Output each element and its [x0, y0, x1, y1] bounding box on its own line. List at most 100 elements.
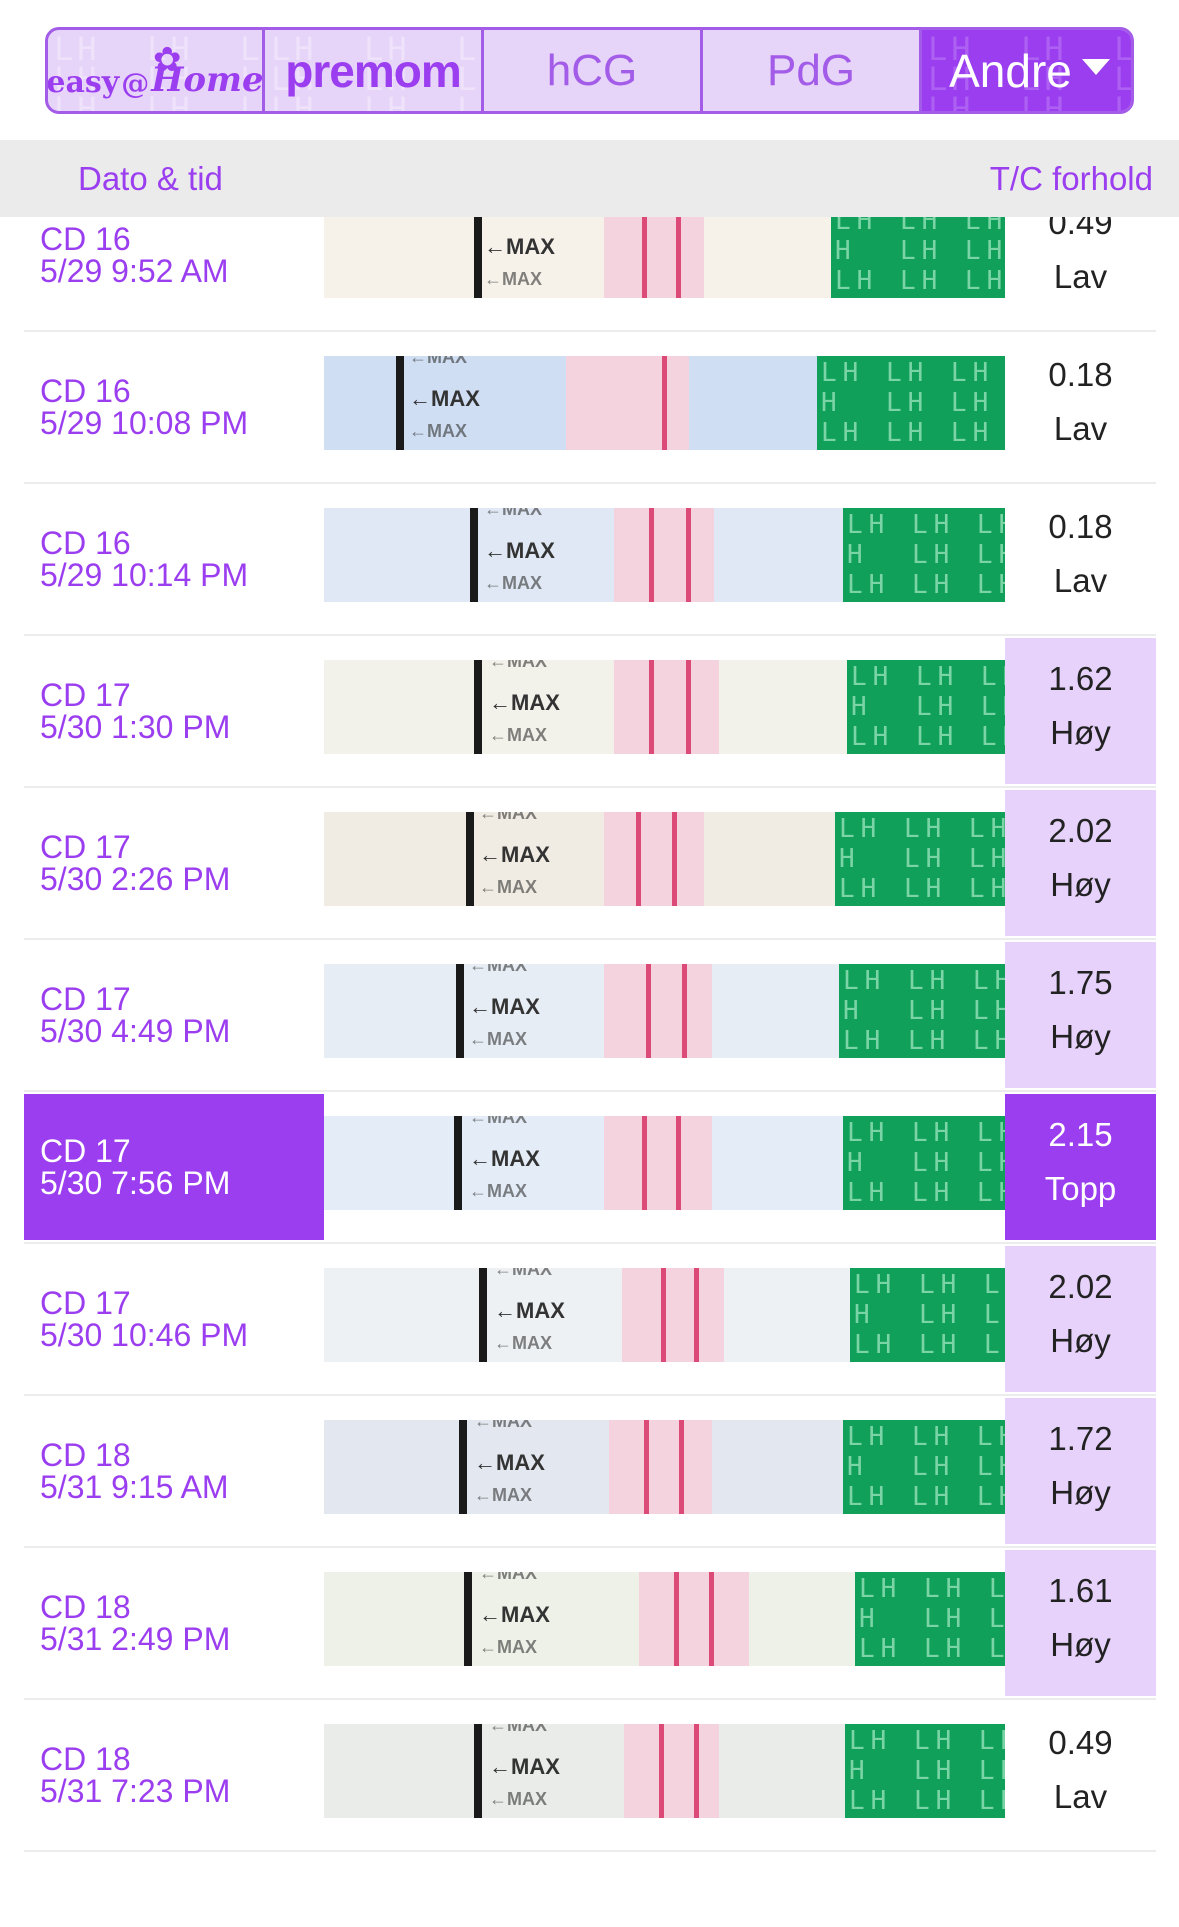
strip-max-marker: ←MAX	[494, 1268, 552, 1279]
lh-test-strip-image[interactable]: ←MAX ←MAX ←MAX LH LH LH LH H LH LH LH LH LH…	[324, 1268, 1005, 1362]
lh-pattern: LH LH LH LH H LH LH LH LH LH LH LH	[821, 358, 995, 448]
strip-max-marker: ←MAX	[484, 538, 555, 563]
tc-ratio-result: 2.02 Høy	[1005, 790, 1156, 936]
strip-test-line	[674, 1572, 679, 1666]
list-item[interactable]: CD 165/29 10:08 PM ←MAX ←MAX ←MAX LH LH LH L…	[24, 334, 1156, 484]
lh-test-strip-image[interactable]: ←MAX ←MAX ←MAX LH LH LH LH H LH LH LH LH LH…	[324, 217, 1005, 298]
lh-test-strip-image[interactable]: ←MAX ←MAX ←MAX LH LH LH LH H LH LH LH LH LH…	[324, 1572, 1005, 1666]
tab-pdg[interactable]: PdG	[703, 30, 922, 111]
strip-lh-handle: LH LH LH LH H LH LH LH LH LH LH LH	[839, 964, 1005, 1058]
strip-max-marker: ←MAX	[469, 994, 540, 1019]
test-type-tabbar: LH LH LH LH LH LH LH LH LH ✿ easy@Home L…	[45, 27, 1134, 114]
strip-max-marker: ←MAX	[489, 660, 547, 671]
strip-max-bar	[464, 1572, 472, 1666]
premom-logo: premom	[285, 44, 461, 97]
lh-test-strip-image[interactable]: ←MAX ←MAX ←MAX LH LH LH LH H LH LH LH LH LH…	[324, 1724, 1005, 1818]
strip-max-marker: ←MAX	[484, 573, 542, 593]
tc-ratio-value: 1.61	[1048, 1572, 1113, 1609]
tc-ratio-value: 0.49	[1048, 217, 1113, 241]
cycle-day-label: CD 17	[40, 981, 131, 1017]
strip-test-line	[646, 964, 651, 1058]
strip-lh-handle: LH LH LH LH H LH LH LH LH LH LH LH	[843, 508, 1005, 602]
flower-logo-icon: ✿	[153, 41, 182, 79]
strip-max-marker: ←MAX	[484, 234, 555, 259]
tc-ratio-result: 2.15 Topp	[1005, 1094, 1156, 1240]
lh-test-strip-image[interactable]: ←MAX ←MAX ←MAX LH LH LH LH H LH LH LH LH LH…	[324, 964, 1005, 1058]
strip-max-bar	[459, 1420, 467, 1514]
strip-max-bar	[396, 356, 404, 450]
cycle-day-datetime: CD 18 5/31 9:15 AM	[24, 1398, 324, 1544]
strip-test-line	[709, 1572, 714, 1666]
cycle-day-datetime: CD 18 5/31 7:23 PM	[24, 1702, 324, 1848]
header-tc-ratio: T/C forhold	[989, 160, 1153, 197]
strip-test-line	[686, 660, 691, 754]
strip-max-bar	[456, 964, 464, 1058]
test-datetime: 5/30 1:30 PM	[40, 709, 231, 745]
list-item[interactable]: CD 175/30 2:26 PM ←MAX ←MAX ←MAX LH LH LH LH…	[24, 790, 1156, 940]
lh-level-label: Lav	[1053, 562, 1108, 599]
strip-result-window	[614, 508, 714, 602]
tab-premom[interactable]: LH LH LH LH LH LH LH LH LH premom	[265, 30, 484, 111]
strip-test-line	[661, 1268, 666, 1362]
lh-test-strip-image[interactable]: ←MAX ←MAX ←MAX LH LH LH LH H LH LH LH LH LH…	[324, 508, 1005, 602]
tc-ratio-result: 0.18 Lav	[1005, 486, 1156, 632]
strip-result-window	[604, 1116, 712, 1210]
tc-ratio-value: 1.75	[1048, 964, 1113, 1001]
tab-hcg[interactable]: hCG	[484, 30, 703, 111]
strip-test-line	[649, 508, 654, 602]
strip-result-window	[609, 1420, 712, 1514]
strip-test-line	[682, 964, 687, 1058]
cycle-day-label: CD 16	[40, 525, 131, 561]
strip-max-marker: ←MAX	[474, 1420, 532, 1431]
tab-andre-dropdown[interactable]: LH LH LH LH LH LH LH LH LH Andre	[922, 30, 1131, 111]
strip-max-marker: ←MAX	[484, 217, 542, 218]
strip-result-window	[624, 1724, 719, 1818]
strip-max-marker: ←MAX	[479, 1572, 537, 1583]
strip-test-line	[642, 217, 647, 298]
lh-test-strip-image[interactable]: ←MAX ←MAX ←MAX LH LH LH LH H LH LH LH LH LH…	[324, 812, 1005, 906]
lh-test-strip-image[interactable]: ←MAX ←MAX ←MAX LH LH LH LH H LH LH LH LH LH…	[324, 1420, 1005, 1514]
lh-level-label: Høy	[1050, 1474, 1111, 1511]
header-date-time: Dato & tid	[78, 160, 223, 197]
lh-test-strip-image[interactable]: ←MAX ←MAX ←MAX LH LH LH LH H LH LH LH LH LH…	[324, 660, 1005, 754]
test-datetime: 5/29 10:08 PM	[40, 405, 249, 441]
cycle-day-label: CD 18	[40, 1741, 131, 1777]
tc-ratio-value: 1.72	[1048, 1420, 1113, 1457]
strip-max-marker: ←MAX	[469, 1029, 527, 1049]
test-datetime: 5/30 2:26 PM	[40, 861, 231, 897]
strip-max-marker: ←MAX	[469, 1146, 540, 1171]
cycle-day-datetime: CD 17 5/30 2:26 PM	[24, 790, 324, 936]
strip-max-marker: ←MAX	[474, 1485, 532, 1505]
lh-test-strip-image[interactable]: ←MAX ←MAX ←MAX LH LH LH LH H LH LH LH LH LH…	[324, 1116, 1005, 1210]
lh-level-label: Høy	[1050, 866, 1111, 903]
cycle-day-label: CD 18	[40, 1437, 131, 1473]
lh-level-label: Topp	[1044, 1170, 1117, 1207]
strip-result-window	[614, 660, 719, 754]
tab-easy-at-home[interactable]: LH LH LH LH LH LH LH LH LH ✿ easy@Home	[48, 30, 265, 111]
cycle-day-label: CD 17	[40, 1133, 131, 1169]
tc-ratio-result: 0.49 Lav	[1005, 217, 1156, 328]
strip-lh-handle: LH LH LH LH H LH LH LH LH LH LH LH	[847, 660, 1005, 754]
lh-level-label: Lav	[1053, 410, 1108, 447]
tc-ratio-value: 0.49	[1048, 1724, 1113, 1761]
cycle-day-label: CD 16	[40, 373, 131, 409]
strip-max-bar	[454, 1116, 462, 1210]
tc-ratio-value: 2.02	[1048, 812, 1113, 849]
cycle-day-label: CD 17	[40, 1285, 131, 1321]
lh-pattern: LH LH LH LH H LH LH LH LH LH LH LH	[835, 217, 1005, 296]
list-item[interactable]: CD 165/29 9:52 AM ←MAX ←MAX ←MAX LH LH LH LH…	[24, 217, 1156, 332]
tab-hcg-label: hCG	[546, 45, 638, 95]
tc-ratio-value: 2.02	[1048, 1268, 1113, 1305]
strip-max-marker: ←MAX	[489, 1789, 547, 1809]
lh-test-strip-image[interactable]: ←MAX ←MAX ←MAX LH LH LH LH H LH LH LH LH LH…	[324, 356, 1005, 450]
cycle-day-label: CD 16	[40, 221, 131, 257]
